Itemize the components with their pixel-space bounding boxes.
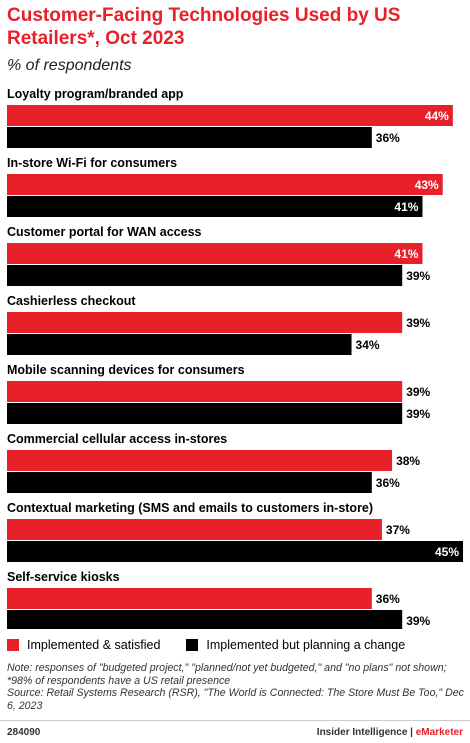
bar-cashierless-checkout-planning <box>7 334 352 355</box>
bar-commercial-cellular-access-in-stores-planning <box>7 472 372 493</box>
legend-item-implemented: Implemented & satisfied <box>7 638 160 652</box>
category-label-contextual-marketing-sms-and-emails-to-customers-in-store: Contextual marketing (SMS and emails to … <box>7 501 373 515</box>
value-label-in-store-wi-fi-for-consumers-planning: 41% <box>394 200 418 214</box>
value-label-customer-portal-for-wan-access-planning: 39% <box>406 269 430 283</box>
legend-label-planning: Implemented but planning a change <box>206 638 406 652</box>
chart-title: Customer-Facing Technologies Used by US … <box>7 5 401 49</box>
bar-cashierless-checkout-implemented <box>7 312 403 333</box>
bar-in-store-wi-fi-for-consumers-planning <box>7 196 423 217</box>
brand: Insider Intelligence | eMarketer <box>317 727 463 738</box>
bar-self-service-kiosks-implemented <box>7 588 372 609</box>
value-label-self-service-kiosks-planning: 39% <box>406 614 430 628</box>
value-label-cashierless-checkout-planning: 34% <box>356 338 380 352</box>
category-label-loyalty-program-branded-app: Loyalty program/branded app <box>7 87 184 101</box>
bar-self-service-kiosks-planning <box>7 610 403 629</box>
value-label-mobile-scanning-devices-for-consumers-implemented: 39% <box>406 385 430 399</box>
legend-item-planning: Implemented but planning a change <box>186 638 405 652</box>
value-label-self-service-kiosks-implemented: 36% <box>376 592 400 606</box>
value-label-customer-portal-for-wan-access-implemented: 41% <box>394 247 418 261</box>
footer-divider <box>0 720 470 721</box>
bar-in-store-wi-fi-for-consumers-implemented <box>7 174 443 195</box>
value-label-mobile-scanning-devices-for-consumers-planning: 39% <box>406 407 430 421</box>
category-label-mobile-scanning-devices-for-consumers: Mobile scanning devices for consumers <box>7 363 245 377</box>
bar-contextual-marketing-sms-and-emails-to-customers-in-store-planning <box>7 541 463 562</box>
bar-commercial-cellular-access-in-stores-implemented <box>7 450 393 471</box>
value-label-contextual-marketing-sms-and-emails-to-customers-in-store-implemented: 37% <box>386 523 410 537</box>
chart-id: 284090 <box>7 727 41 738</box>
value-label-contextual-marketing-sms-and-emails-to-customers-in-store-planning: 45% <box>435 545 459 559</box>
bar-chart: Loyalty program/branded app 44% 36% In-stor… <box>7 87 463 629</box>
brand-main: Insider Intelligence | <box>316 727 416 738</box>
value-label-cashierless-checkout-implemented: 39% <box>406 316 430 330</box>
value-label-in-store-wi-fi-for-consumers-implemented: 43% <box>415 178 439 192</box>
category-label-commercial-cellular-access-in-stores: Commercial cellular access in-stores <box>7 432 227 446</box>
legend-swatch-planning <box>186 639 199 651</box>
notes: Note: responses of "budgeted project," "… <box>7 662 465 712</box>
category-label-cashierless-checkout: Cashierless checkout <box>7 294 136 308</box>
category-label-customer-portal-for-wan-access: Customer portal for WAN access <box>7 225 202 239</box>
bar-mobile-scanning-devices-for-consumers-planning <box>7 403 403 424</box>
bar-customer-portal-for-wan-access-implemented <box>7 243 423 264</box>
legend-swatch-implemented <box>7 639 19 651</box>
value-label-commercial-cellular-access-in-stores-planning: 36% <box>376 476 400 490</box>
legend: Implemented & satisfied Implemented but … <box>7 638 431 652</box>
bar-customer-portal-for-wan-access-planning <box>7 265 403 286</box>
bar-loyalty-program-branded-app-implemented <box>7 105 453 126</box>
brand-accent: eMarketer <box>415 727 463 738</box>
bar-mobile-scanning-devices-for-consumers-implemented <box>7 381 403 402</box>
value-label-commercial-cellular-access-in-stores-implemented: 38% <box>396 454 420 468</box>
legend-label-implemented: Implemented & satisfied <box>27 638 161 652</box>
value-label-loyalty-program-branded-app-implemented: 44% <box>425 109 449 123</box>
bar-contextual-marketing-sms-and-emails-to-customers-in-store-implemented <box>7 519 382 540</box>
category-label-in-store-wi-fi-for-consumers: In-store Wi-Fi for consumers <box>7 156 177 170</box>
chart-subtitle: % of respondents <box>7 57 132 74</box>
category-label-self-service-kiosks: Self-service kiosks <box>7 570 120 584</box>
source-text: Source: Retail Systems Research (RSR), "… <box>7 687 464 712</box>
bar-loyalty-program-branded-app-planning <box>7 127 372 148</box>
value-label-loyalty-program-branded-app-planning: 36% <box>376 131 400 145</box>
note-text: Note: responses of "budgeted project," "… <box>7 662 447 687</box>
